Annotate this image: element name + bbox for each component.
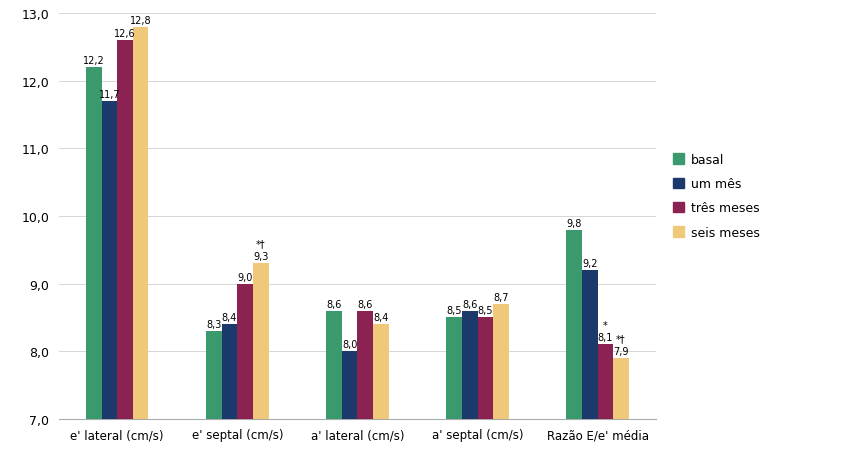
Text: 8,4: 8,4 [222, 312, 237, 322]
Text: *†: *† [616, 333, 626, 343]
Text: 9,3: 9,3 [253, 252, 268, 262]
Text: 8,7: 8,7 [493, 292, 509, 302]
Legend: basal, um mês, três meses, seis meses: basal, um mês, três meses, seis meses [669, 149, 764, 244]
Bar [357, 311, 373, 419]
Text: 9,0: 9,0 [237, 272, 253, 282]
Text: 12,2: 12,2 [83, 56, 104, 66]
Text: 8,6: 8,6 [462, 299, 478, 309]
Text: 9,8: 9,8 [567, 218, 582, 228]
Bar [206, 331, 222, 419]
Bar [373, 325, 389, 419]
Text: 12,6: 12,6 [114, 29, 136, 39]
Text: 7,9: 7,9 [613, 346, 629, 356]
Bar [133, 28, 149, 419]
Bar [102, 102, 117, 419]
Bar [222, 325, 237, 419]
Text: 8,1: 8,1 [598, 333, 613, 343]
Bar [598, 345, 613, 419]
Bar [566, 230, 582, 419]
Bar [613, 358, 629, 419]
Bar [478, 317, 493, 419]
Text: *†: *† [256, 239, 266, 249]
Bar [237, 284, 253, 419]
Text: 8,4: 8,4 [373, 312, 389, 322]
Text: 9,2: 9,2 [582, 258, 598, 268]
Bar [582, 270, 598, 419]
Text: 12,8: 12,8 [130, 16, 151, 26]
Text: *: * [603, 320, 608, 330]
Bar [86, 68, 102, 419]
Bar [326, 311, 341, 419]
Bar [253, 264, 268, 419]
Bar [462, 311, 478, 419]
Text: 8,5: 8,5 [478, 306, 493, 316]
Text: 8,6: 8,6 [326, 299, 341, 309]
Text: 8,6: 8,6 [357, 299, 373, 309]
Bar [341, 351, 357, 419]
Text: 8,3: 8,3 [206, 319, 221, 329]
Text: 8,0: 8,0 [342, 339, 357, 349]
Text: 11,7: 11,7 [98, 90, 120, 100]
Text: 8,5: 8,5 [447, 306, 462, 316]
Bar [117, 41, 133, 419]
Bar [447, 317, 462, 419]
Bar [493, 304, 509, 419]
